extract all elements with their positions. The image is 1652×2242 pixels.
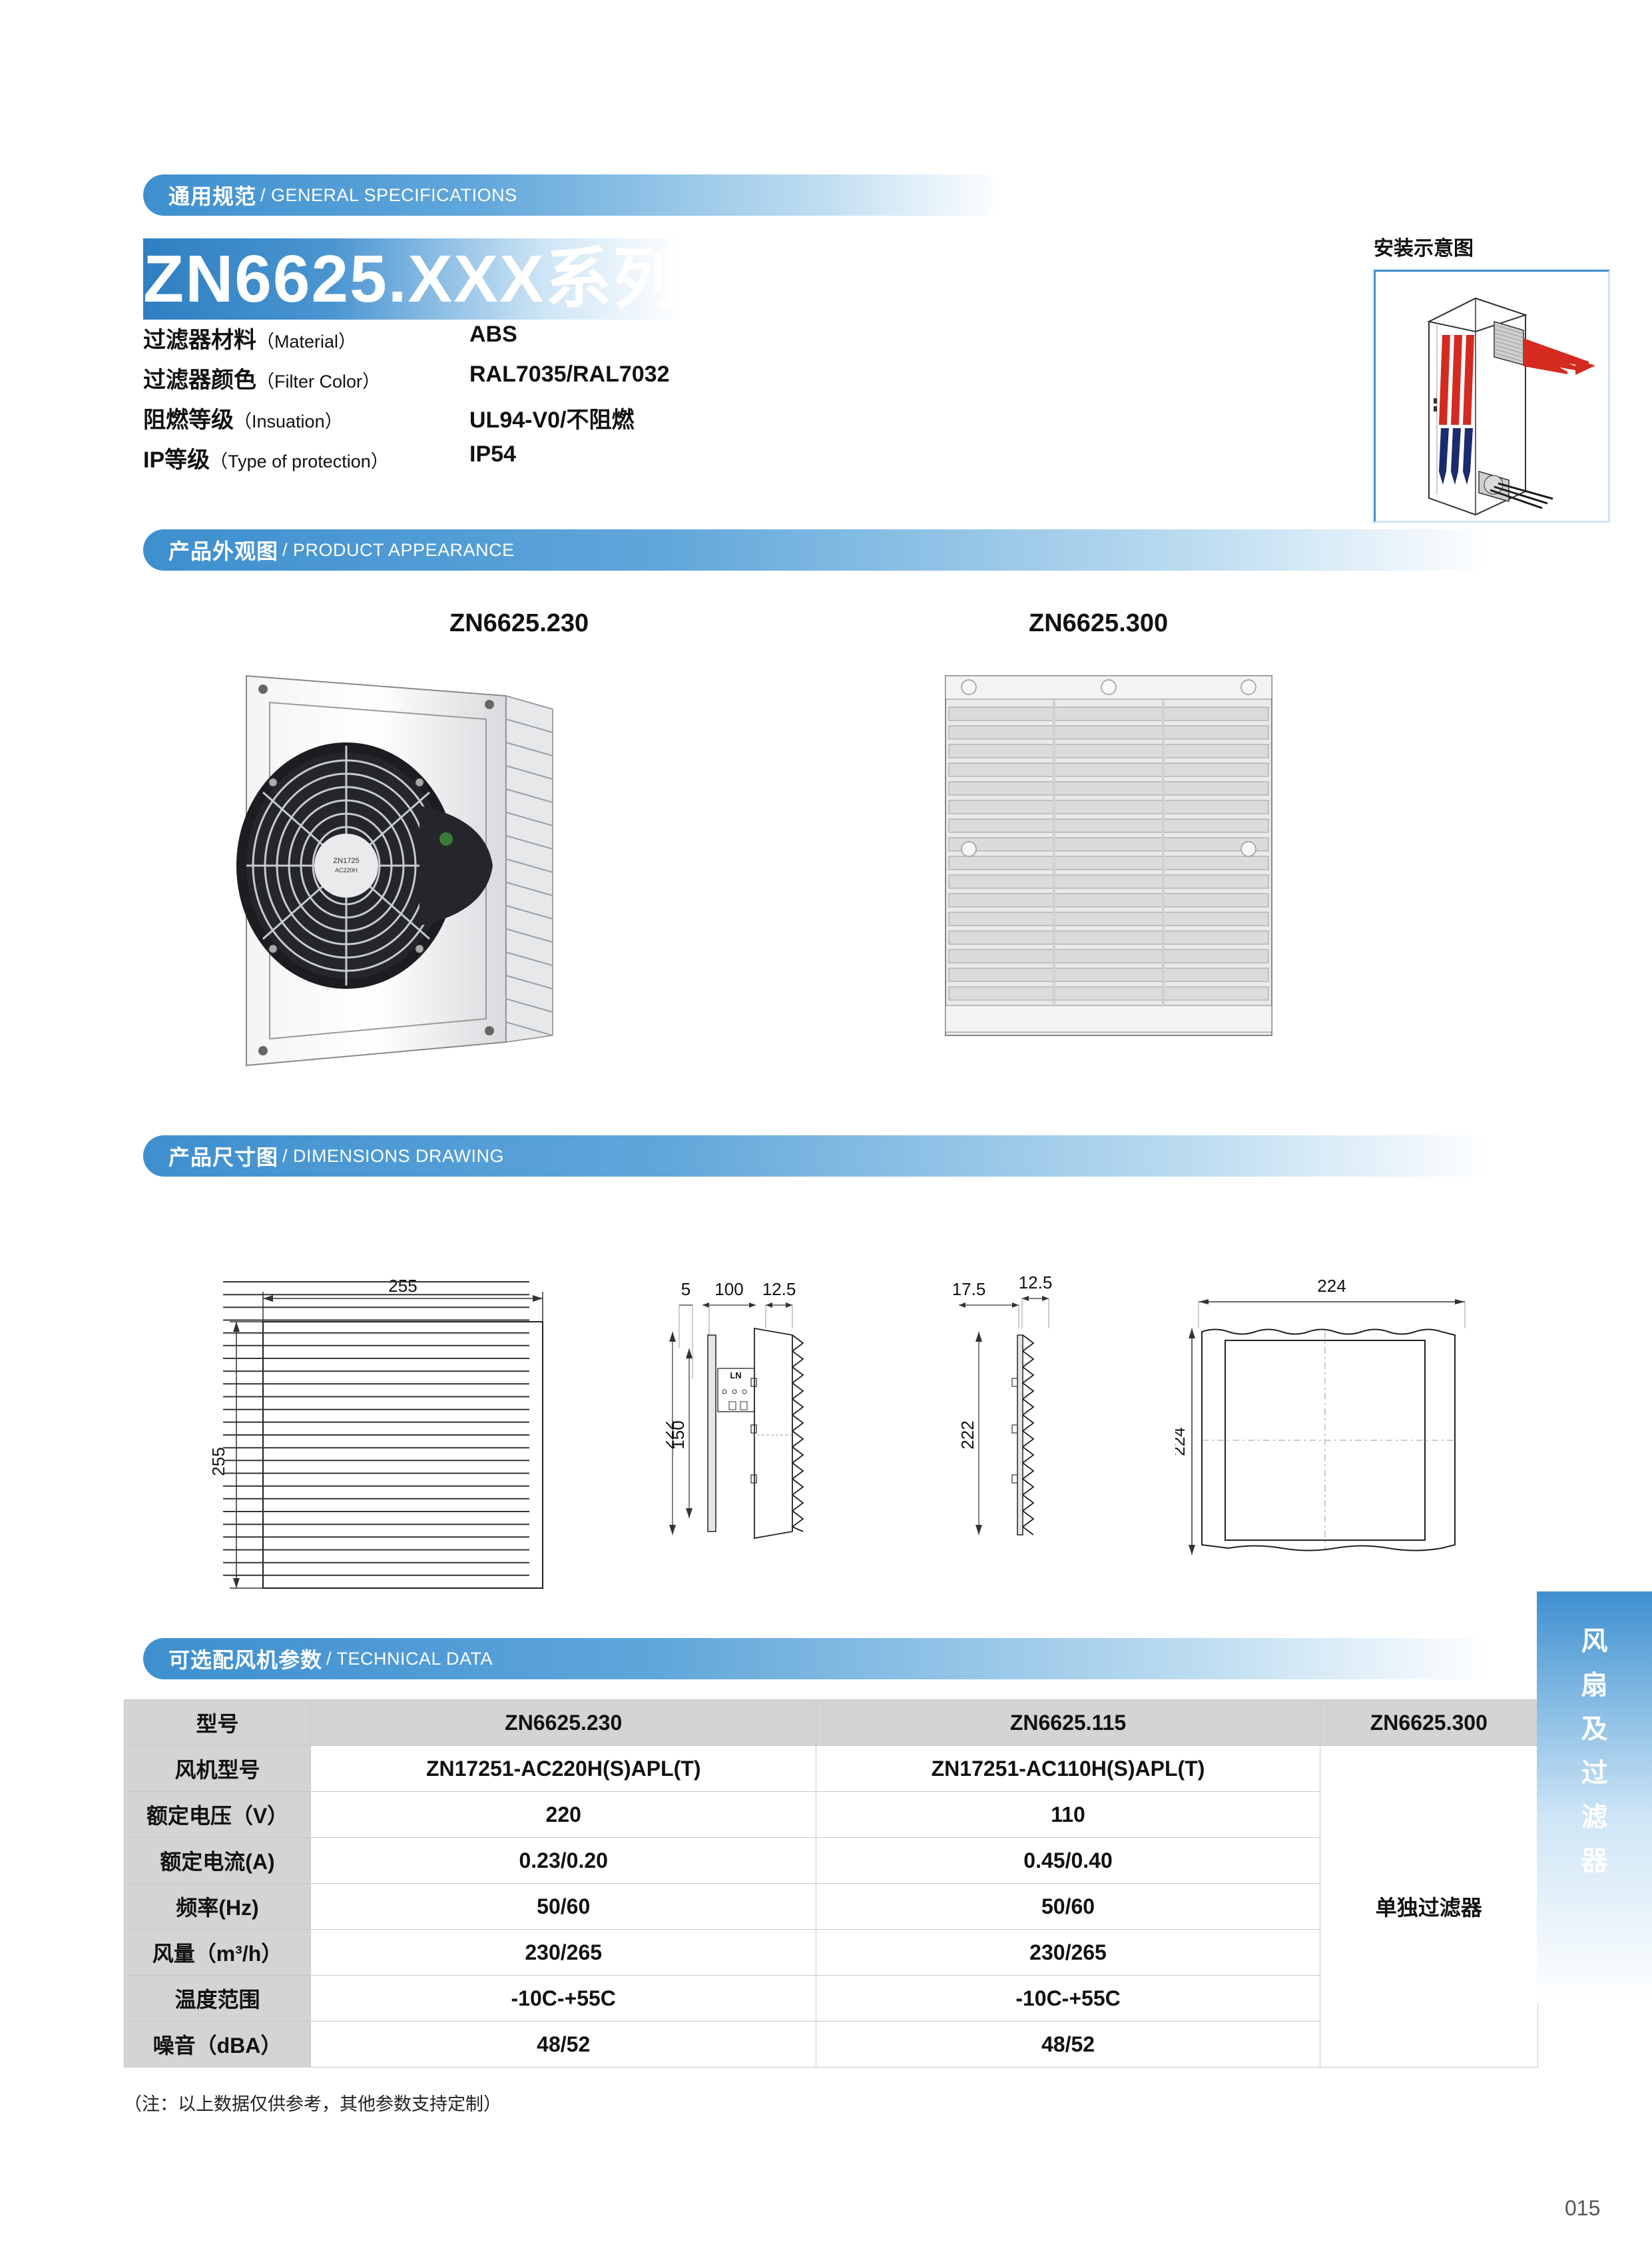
svg-text:17.5: 17.5 [952,1279,986,1299]
svg-text:224: 224 [1175,1427,1189,1456]
svg-text:AC220H: AC220H [335,867,358,874]
svg-text:100: 100 [714,1279,743,1299]
svg-text:12.5: 12.5 [762,1279,796,1299]
svg-text:150: 150 [668,1420,688,1449]
svg-text:LN: LN [730,1370,741,1380]
svg-text:255: 255 [388,1276,417,1296]
svg-text:224: 224 [1317,1276,1346,1296]
svg-text:ZN1725: ZN1725 [333,857,359,865]
svg-text:255: 255 [210,1447,228,1476]
svg-text:222: 222 [958,1420,977,1449]
svg-text:5: 5 [681,1279,690,1299]
svg-text:12.5: 12.5 [1019,1272,1053,1292]
